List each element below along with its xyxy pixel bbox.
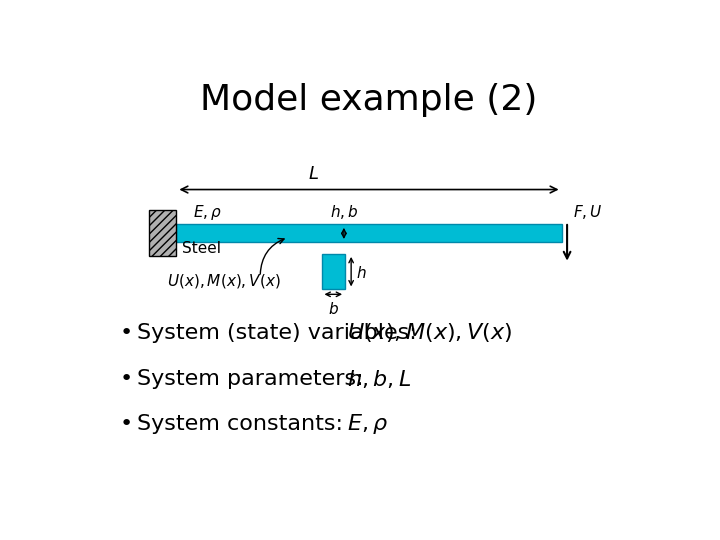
Text: $F, U$: $F, U$ xyxy=(572,204,602,221)
Text: $U(x), M(x), V(x)$: $U(x), M(x), V(x)$ xyxy=(167,272,281,290)
Text: •: • xyxy=(120,369,133,389)
Text: $L$: $L$ xyxy=(307,165,319,183)
Text: System (state) variables:: System (state) variables: xyxy=(138,323,417,343)
Bar xyxy=(322,254,345,289)
Text: $b$: $b$ xyxy=(328,301,339,317)
Text: $h$: $h$ xyxy=(356,265,366,281)
Bar xyxy=(148,211,176,256)
Text: $U(x), M(x), V(x)$: $U(x), M(x), V(x)$ xyxy=(347,321,512,345)
Text: $E, \rho$: $E, \rho$ xyxy=(193,203,222,222)
Text: $h, b$: $h, b$ xyxy=(330,204,358,221)
Bar xyxy=(176,225,562,242)
Text: •: • xyxy=(120,323,133,343)
Text: •: • xyxy=(120,415,133,435)
Text: Model example (2): Model example (2) xyxy=(200,83,538,117)
Text: $h, b, L$: $h, b, L$ xyxy=(347,368,411,390)
Text: Steel: Steel xyxy=(182,241,221,256)
Text: $E, \rho$: $E, \rho$ xyxy=(347,413,388,436)
Text: System constants:: System constants: xyxy=(138,415,343,435)
Text: System parameters:: System parameters: xyxy=(138,369,364,389)
